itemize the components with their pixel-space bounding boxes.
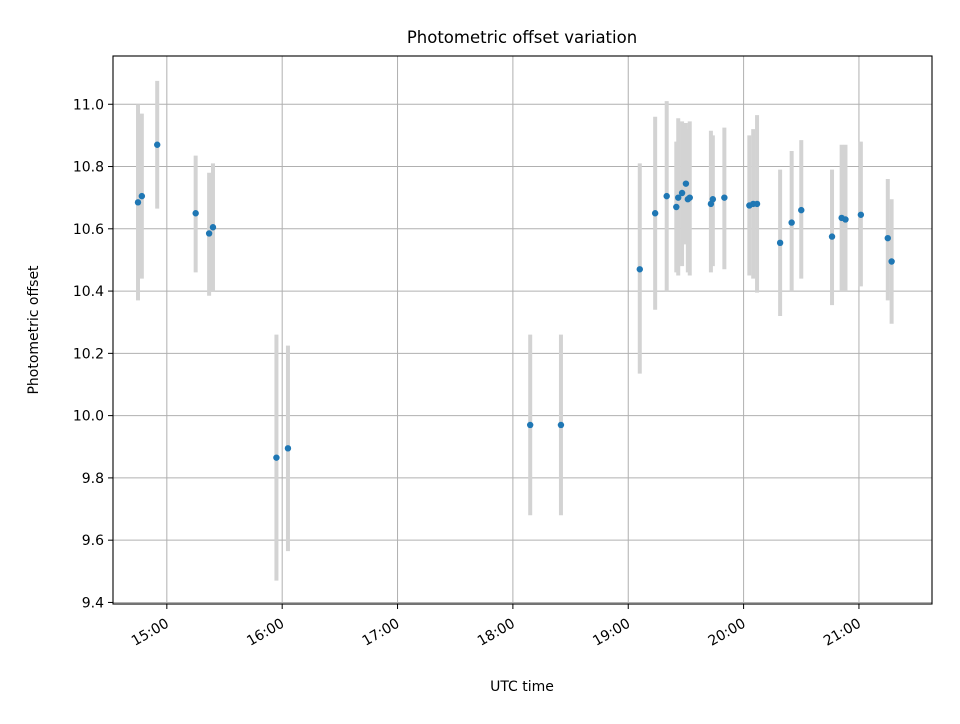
- data-point: [721, 194, 728, 201]
- data-point: [888, 258, 895, 265]
- y-tick-label: 10.6: [73, 222, 104, 238]
- y-axis-label: Photometric offset: [26, 265, 42, 395]
- data-point: [686, 194, 693, 201]
- data-point: [753, 200, 761, 208]
- y-tick-label: 10.4: [73, 284, 104, 300]
- data-point: [678, 189, 686, 197]
- y-tick-label: 9.8: [82, 471, 104, 487]
- data-point: [134, 199, 142, 206]
- data-point: [842, 216, 849, 223]
- data-point: [557, 421, 565, 429]
- chart-title: Photometric offset variation: [407, 28, 637, 47]
- data-point: [273, 454, 280, 461]
- data-point: [636, 266, 643, 273]
- data-point: [154, 141, 161, 148]
- data-points: [134, 141, 895, 461]
- y-tick-label: 10.2: [73, 346, 104, 362]
- y-tick-label: 9.6: [82, 533, 104, 549]
- data-point: [857, 211, 865, 218]
- data-point: [709, 196, 717, 203]
- data-point: [526, 421, 534, 429]
- data-point: [682, 180, 690, 187]
- data-point: [209, 224, 217, 231]
- x-axis-label: UTC time: [490, 679, 554, 695]
- data-point: [673, 203, 680, 211]
- data-point: [798, 206, 805, 214]
- grid-lines: [113, 56, 932, 604]
- y-tick-label: 9.4: [82, 595, 104, 611]
- data-point: [828, 233, 836, 240]
- data-point: [776, 239, 784, 247]
- data-point: [675, 194, 682, 201]
- y-axis-ticks: 9.4 9.6 9.8 10.0 10.2 10.4 10.6 10.8 11.0: [73, 97, 113, 611]
- y-tick-label: 10.0: [73, 409, 104, 425]
- data-point: [651, 210, 659, 217]
- data-point: [788, 219, 795, 226]
- data-point: [884, 234, 891, 242]
- plot-frame: [112, 55, 933, 605]
- y-tick-label: 10.8: [73, 160, 104, 176]
- data-point: [663, 192, 670, 200]
- y-tick-label: 11.0: [73, 97, 104, 113]
- data-point: [284, 445, 292, 452]
- data-point: [205, 230, 213, 237]
- data-point: [138, 192, 146, 200]
- data-point: [192, 210, 199, 217]
